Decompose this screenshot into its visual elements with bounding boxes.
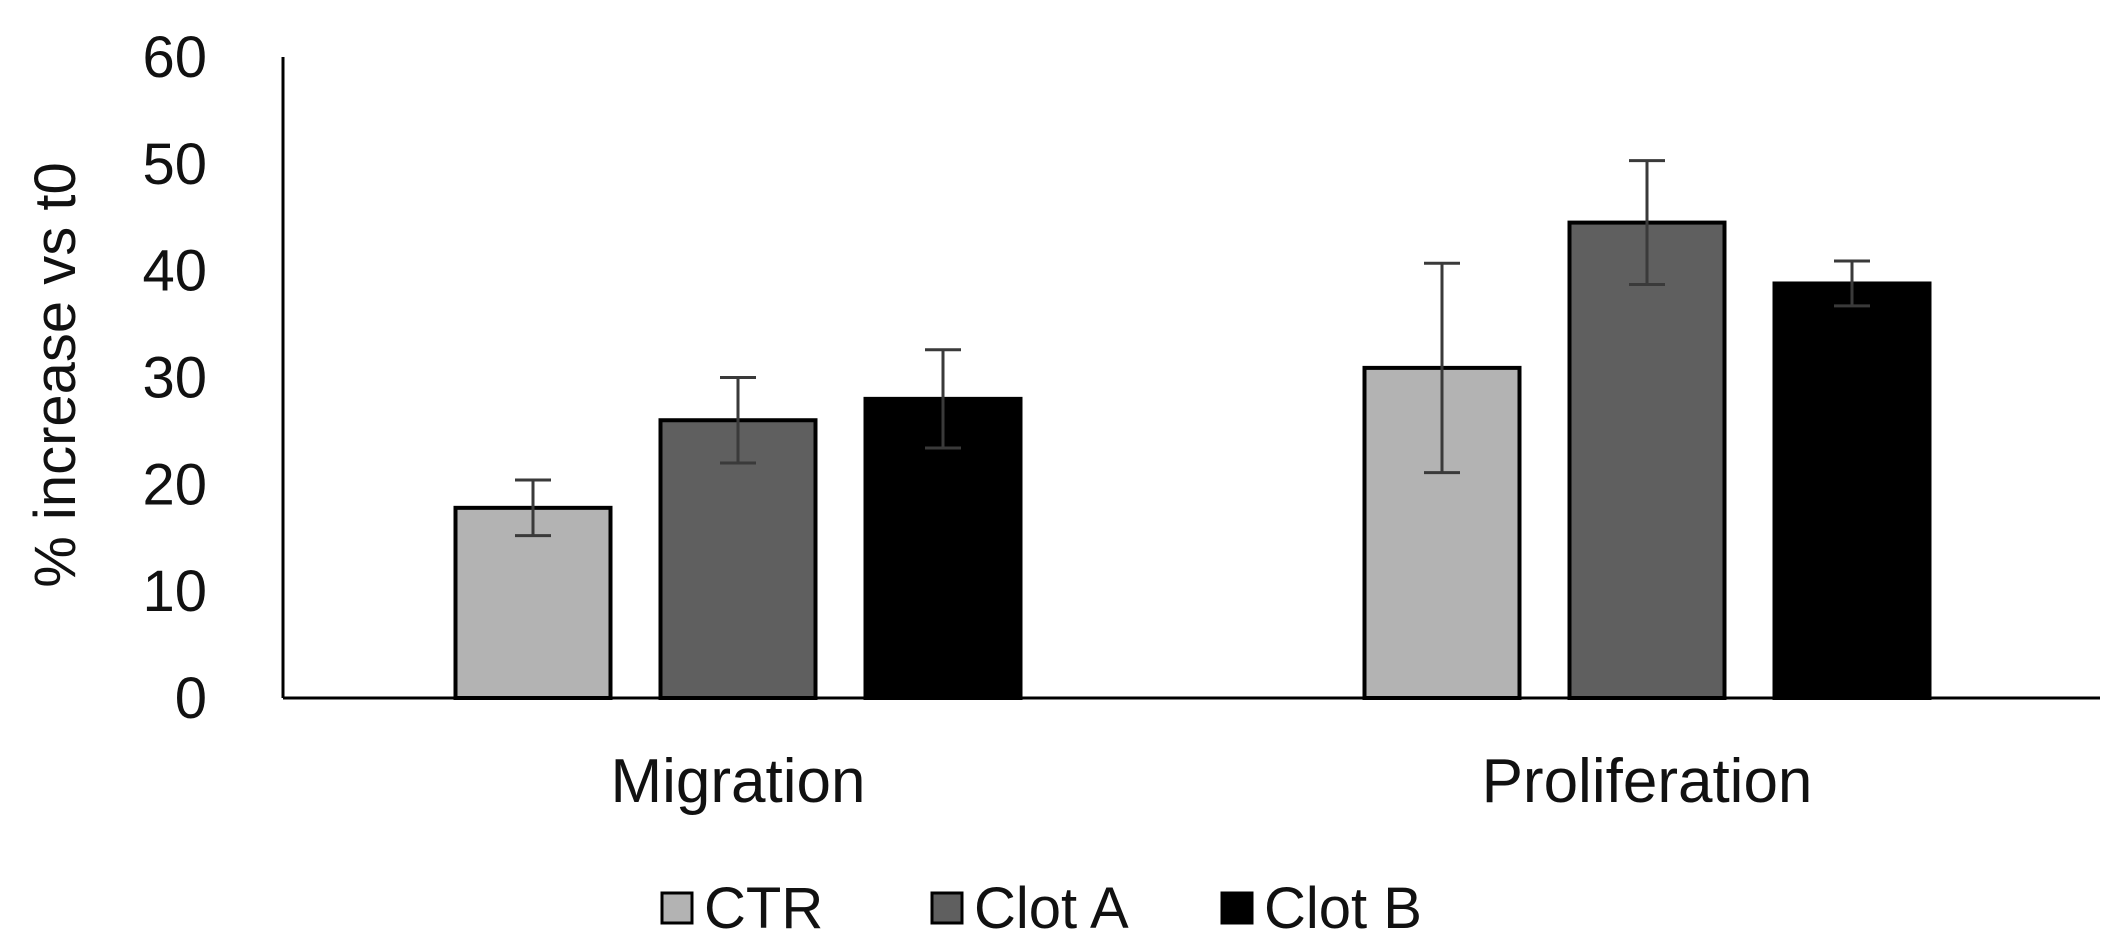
legend-label: Clot A <box>974 876 1129 941</box>
error-bar-ctr-proliferation <box>1424 261 1460 475</box>
x-category-label: Proliferation <box>1482 747 1813 816</box>
y-axis-ticks: 0 10 20 30 40 50 60 <box>142 25 207 731</box>
bar-ctr-migration <box>453 505 613 700</box>
legend: CTR Clot A Clot B <box>660 876 1422 941</box>
legend-item-clot-b: Clot B <box>1220 876 1422 941</box>
x-axis-categories: Migration Proliferation <box>611 747 1813 816</box>
error-bar-clot-a-migration <box>720 376 756 465</box>
y-tick-label: 20 <box>142 452 207 517</box>
y-tick-label: 60 <box>142 25 207 90</box>
y-tick-label: 10 <box>142 559 207 624</box>
y-axis-title: % increase vs t0 <box>23 162 88 588</box>
bars-layer <box>453 220 1932 700</box>
y-tick-label: 40 <box>142 239 207 304</box>
legend-swatch <box>1220 891 1254 925</box>
y-tick-label: 0 <box>175 666 207 731</box>
legend-item-ctr: CTR <box>660 876 823 941</box>
error-bar-clot-a-proliferation <box>1629 159 1665 287</box>
legend-swatch <box>660 891 694 925</box>
bar-clot-a-proliferation <box>1567 220 1727 700</box>
legend-item-clot-a: Clot A <box>930 876 1129 941</box>
y-tick-label: 50 <box>142 132 207 197</box>
error-bars-layer <box>515 159 1870 538</box>
legend-swatch <box>930 891 964 925</box>
error-bar-clot-b-proliferation <box>1834 259 1870 308</box>
legend-label: CTR <box>704 876 823 941</box>
error-bar-ctr-migration <box>515 478 551 538</box>
x-category-label: Migration <box>611 747 866 816</box>
y-tick-label: 30 <box>142 346 207 411</box>
bar-ctr-proliferation <box>1362 365 1522 700</box>
error-bar-clot-b-migration <box>925 348 961 450</box>
bar-clot-b-proliferation <box>1772 281 1932 700</box>
bar-clot-a-migration <box>658 418 818 700</box>
legend-label: Clot B <box>1264 876 1422 941</box>
